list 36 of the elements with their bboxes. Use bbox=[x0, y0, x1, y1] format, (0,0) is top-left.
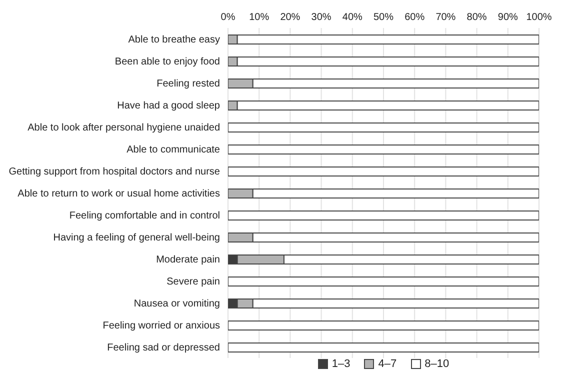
bar bbox=[228, 210, 539, 220]
y-tick-label: Feeling sad or depressed bbox=[107, 342, 220, 354]
y-tick-label: Have had a good sleep bbox=[117, 100, 220, 112]
bar bbox=[228, 320, 539, 330]
y-tick-label: Nausea or vomiting bbox=[134, 298, 220, 310]
bar bbox=[228, 276, 539, 286]
y-tick-label: Able to return to work or usual home activities bbox=[18, 188, 220, 200]
y-tick-label: Able to breathe easy bbox=[128, 34, 220, 46]
x-tick-label: 30% bbox=[311, 12, 332, 23]
x-tick-label: 20% bbox=[280, 12, 300, 23]
y-tick-label: Having a feeling of general well-being bbox=[53, 232, 220, 244]
y-tick-label: Getting support from hospital doctors and nurse bbox=[8, 166, 220, 178]
y-tick-label: Feeling comfortable and in control bbox=[69, 210, 220, 222]
x-tick-label: 10% bbox=[249, 12, 270, 23]
legend-label: 1–3 bbox=[330, 358, 350, 370]
bar bbox=[228, 166, 539, 176]
y-tick-label: Severe pain bbox=[166, 276, 220, 288]
legend-label: 8–10 bbox=[424, 358, 450, 370]
x-tick-label: 80% bbox=[466, 12, 487, 23]
bar bbox=[228, 122, 539, 132]
x-tick-label: 60% bbox=[404, 12, 425, 23]
x-tick-label: 70% bbox=[436, 12, 456, 23]
x-tick-label: 40% bbox=[342, 12, 363, 23]
bar bbox=[228, 342, 539, 352]
y-tick-label: Moderate pain bbox=[156, 254, 220, 266]
y-tick-label: Feeling worried or anxious bbox=[102, 320, 220, 332]
y-tick-label: Able to communicate bbox=[126, 144, 220, 156]
bar bbox=[228, 144, 539, 154]
legend-label: 4–7 bbox=[377, 358, 397, 370]
y-tick-label: Been able to enjoy food bbox=[114, 56, 220, 68]
x-tick-label: 50% bbox=[373, 12, 394, 23]
x-tick-label: 0% bbox=[220, 12, 236, 23]
y-tick-label: Feeling rested bbox=[156, 78, 220, 90]
x-tick-label: 90% bbox=[498, 12, 518, 23]
x-tick-label: 100% bbox=[526, 12, 552, 23]
y-tick-label: Able to look after personal hygiene unaided bbox=[28, 122, 220, 134]
